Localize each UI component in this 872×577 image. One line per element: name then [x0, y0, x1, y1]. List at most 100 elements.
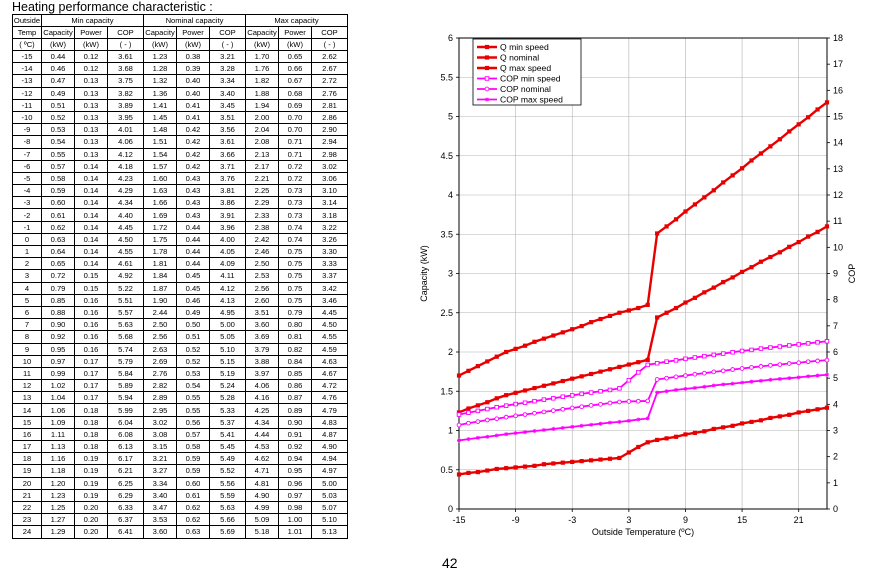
data-point — [824, 339, 830, 344]
table-cell: 8 — [12, 330, 42, 344]
unit-header: (kW) — [245, 38, 279, 51]
table-row: 14 1.06 0.18 5.99 2.95 0.55 5.33 4.25 0.89 4.79 — [12, 403, 348, 417]
table-cell: 0.97 — [41, 354, 75, 368]
data-point — [635, 398, 641, 404]
table-cell: -12 — [12, 86, 42, 100]
data-point — [522, 400, 528, 406]
table-cell: 0.13 — [74, 147, 108, 161]
table-cell: 4.50 — [311, 318, 348, 332]
table-cell: 5.18 — [245, 525, 279, 539]
table-cell: 5.74 — [107, 342, 144, 356]
data-point — [683, 300, 688, 305]
table-cell: 0.47 — [41, 74, 75, 88]
data-point — [588, 403, 594, 408]
table-cell: 0.86 — [278, 379, 312, 393]
table-cell: 6.29 — [107, 488, 144, 502]
data-point — [664, 436, 669, 441]
table-cell: 0.16 — [74, 293, 108, 307]
table-cell: 4.87 — [311, 427, 348, 442]
table-cell: 0.55 — [41, 147, 75, 161]
table-row: 17 1.13 0.18 6.13 3.15 0.58 5.45 4.53 0.92 4.90 — [12, 439, 348, 454]
data-point — [617, 399, 622, 405]
data-point — [758, 378, 763, 383]
data-point — [617, 455, 622, 461]
table-cell: 1.78 — [143, 244, 177, 259]
table-cell: 0.98 — [278, 500, 312, 515]
table-cell: -11 — [12, 98, 42, 112]
data-point — [551, 426, 556, 431]
table-cell: 6.04 — [107, 415, 144, 429]
table-cell: 5.33 — [209, 403, 246, 417]
data-point — [701, 370, 707, 376]
table-cell: 4.95 — [209, 305, 246, 320]
data-point — [607, 456, 613, 461]
table-cell: 10 — [12, 354, 42, 368]
table-cell: 0.62 — [176, 513, 210, 527]
table-cell: 6.13 — [107, 439, 144, 454]
unit-header: ( - ) — [209, 38, 246, 51]
data-point — [692, 385, 697, 390]
data-point — [532, 339, 537, 344]
table-cell: 4.06 — [245, 379, 279, 393]
table-cell: 22 — [12, 500, 42, 515]
data-point — [522, 388, 528, 393]
table-row: 24 1.29 0.20 6.41 3.60 0.63 5.69 5.18 1.01 5.13 — [12, 525, 348, 539]
table-cell: 3.21 — [143, 452, 177, 466]
y-tick-label: 1.5 — [440, 386, 453, 396]
table-cell: 0.72 — [278, 159, 312, 173]
data-point — [749, 419, 754, 424]
table-cell: 0.59 — [41, 184, 75, 198]
data-point — [598, 401, 603, 407]
table-cell: 0.79 — [278, 305, 312, 320]
data-point — [730, 367, 735, 372]
unit-header: (kW) — [278, 38, 312, 51]
data-point — [787, 244, 792, 249]
data-point — [721, 280, 726, 285]
data-point — [588, 390, 594, 395]
table-cell: 0.58 — [41, 171, 75, 186]
table-cell: 3.69 — [245, 330, 279, 344]
data-point — [664, 359, 669, 364]
table-cell: 4.55 — [107, 244, 144, 259]
table-cell: 4 — [12, 281, 42, 295]
table-row: 4 0.79 0.15 5.22 1.87 0.45 4.12 2.56 0.75 3.42 — [12, 281, 348, 295]
unit-header: ( ºC) — [12, 38, 42, 51]
table-row: 8 0.92 0.16 5.68 2.56 0.51 5.05 3.69 0.81 4.55 — [12, 330, 348, 344]
table-row: -1 0.62 0.14 4.45 1.72 0.44 3.96 2.38 0.74 3.22 — [12, 220, 348, 234]
table-cell: 3.82 — [107, 86, 144, 100]
table-cell: 4.76 — [311, 391, 348, 405]
data-point — [475, 435, 480, 440]
table-cell: 5.59 — [209, 488, 246, 502]
data-point — [607, 387, 613, 393]
legend-label: Q max speed — [500, 63, 551, 73]
table-cell: 6.21 — [107, 464, 144, 478]
y2-tick-label: 15 — [833, 112, 843, 122]
data-point — [626, 399, 632, 404]
table-cell: 3.81 — [209, 184, 246, 198]
table-cell: 3.15 — [143, 439, 177, 454]
table-cell: 5.68 — [107, 330, 144, 344]
data-point — [655, 437, 660, 443]
y-tick-label: 4.5 — [440, 151, 453, 161]
series-line-q-nominal — [458, 225, 828, 414]
table-row: 15 1.09 0.18 6.04 3.02 0.56 5.37 4.34 0.90 4.83 — [12, 415, 348, 429]
data-point — [702, 429, 707, 434]
table-cell: 5 — [12, 293, 42, 307]
col-header: Power — [74, 26, 108, 39]
table-cell: 0.80 — [278, 318, 312, 332]
data-point — [777, 344, 783, 349]
data-point — [683, 386, 688, 391]
table-cell: 3.66 — [209, 147, 246, 161]
data-point — [768, 377, 773, 382]
data-point — [654, 377, 660, 382]
table-cell: 0.14 — [74, 184, 108, 198]
table-cell: 0.13 — [74, 110, 108, 125]
table-cell: 4.45 — [107, 220, 144, 234]
data-point — [758, 418, 764, 423]
data-point — [787, 129, 792, 134]
table-cell: 3.10 — [311, 184, 348, 198]
table-cell: 4.83 — [311, 415, 348, 429]
table-unit-header-row: ( ºC) (kW) (kW) ( - ) (kW) (kW) ( - ) (k… — [12, 38, 348, 51]
table-cell: 1.11 — [41, 427, 75, 442]
table-row: -12 0.49 0.13 3.82 1.36 0.40 3.40 1.88 0.68 2.76 — [12, 86, 348, 100]
